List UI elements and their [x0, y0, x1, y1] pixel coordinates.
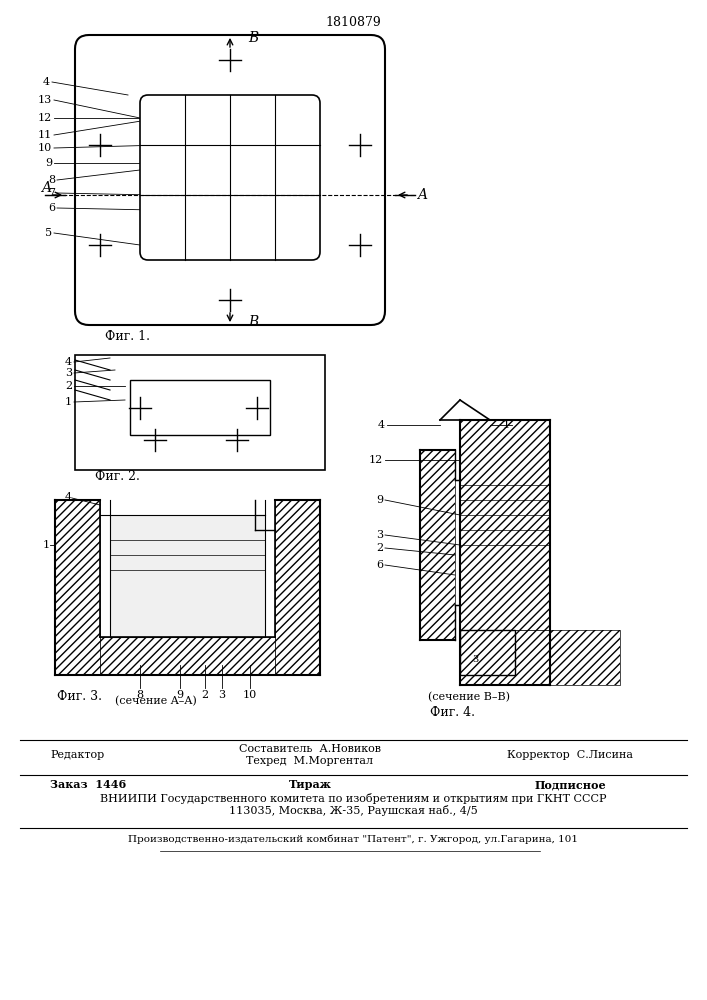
Text: 11: 11: [37, 130, 52, 140]
Text: 2: 2: [201, 690, 209, 700]
Text: 113035, Москва, Ж-35, Раушская наб., 4/5: 113035, Москва, Ж-35, Раушская наб., 4/5: [228, 805, 477, 816]
Bar: [110, 515, 265, 637]
Text: 1810879: 1810879: [325, 15, 381, 28]
Text: 9: 9: [376, 495, 383, 505]
Text: 7: 7: [48, 188, 55, 198]
Text: 2: 2: [376, 543, 383, 553]
FancyBboxPatch shape: [75, 35, 385, 325]
Text: 10: 10: [37, 143, 52, 153]
Text: Редактор: Редактор: [50, 750, 104, 760]
Text: 3: 3: [376, 530, 383, 540]
Text: (сечение A–A): (сечение A–A): [115, 696, 197, 706]
Text: 4: 4: [65, 492, 72, 502]
Text: 3: 3: [472, 655, 478, 664]
Bar: [420, 450, 455, 640]
Bar: [275, 500, 320, 675]
Text: 8: 8: [48, 175, 55, 185]
Text: 4: 4: [378, 420, 385, 430]
Text: Тираж: Тираж: [288, 779, 332, 790]
Bar: [130, 380, 270, 435]
Bar: [100, 637, 275, 675]
Text: Производственно-издательский комбинат "Патент", г. Ужгород, ул.Гагарина, 101: Производственно-издательский комбинат "П…: [128, 834, 578, 844]
Text: (сечение B–B): (сечение B–B): [428, 692, 510, 702]
Text: B: B: [248, 31, 258, 45]
Text: 12: 12: [37, 113, 52, 123]
Text: Фиг. 2.: Фиг. 2.: [95, 470, 140, 483]
Bar: [75, 355, 325, 470]
Text: Фиг. 3.: Фиг. 3.: [57, 690, 102, 703]
Text: 12: 12: [369, 455, 383, 465]
Text: 6: 6: [48, 203, 55, 213]
Text: Корректор  С.Лисина: Корректор С.Лисина: [507, 750, 633, 760]
Bar: [460, 630, 620, 685]
Text: 1: 1: [503, 420, 510, 430]
Text: Фиг. 4.: Фиг. 4.: [430, 706, 475, 719]
Text: 3: 3: [218, 690, 226, 700]
Text: 10: 10: [243, 690, 257, 700]
Text: 1: 1: [43, 540, 50, 550]
Text: 2: 2: [65, 381, 72, 391]
Text: 4: 4: [65, 357, 72, 367]
Text: Техред  М.Моргентал: Техред М.Моргентал: [247, 756, 373, 766]
Text: 6: 6: [376, 560, 383, 570]
Text: A: A: [41, 181, 51, 195]
Bar: [100, 637, 275, 675]
Text: B: B: [248, 315, 258, 329]
Text: Составитель  А.Новиков: Составитель А.Новиков: [239, 744, 381, 754]
Bar: [460, 420, 550, 630]
Bar: [460, 630, 515, 675]
Bar: [55, 500, 100, 675]
Bar: [420, 450, 455, 640]
Text: 9: 9: [45, 158, 52, 168]
Text: 1: 1: [65, 397, 72, 407]
Bar: [460, 630, 620, 685]
Bar: [460, 420, 550, 630]
Text: 3: 3: [65, 368, 72, 378]
FancyBboxPatch shape: [140, 95, 320, 260]
Text: Заказ  1446: Заказ 1446: [50, 779, 127, 790]
Text: A: A: [417, 188, 427, 202]
Text: 13: 13: [37, 95, 52, 105]
Bar: [55, 500, 100, 675]
Text: Фиг. 1.: Фиг. 1.: [105, 330, 150, 343]
Bar: [275, 500, 320, 675]
Text: Подписное: Подписное: [534, 779, 606, 790]
Text: ВНИИПИ Государственного комитета по изобретениям и открытиям при ГКНТ СССР: ВНИИПИ Государственного комитета по изоб…: [100, 793, 606, 804]
Text: 4: 4: [43, 77, 50, 87]
Text: 8: 8: [136, 690, 144, 700]
Text: 9: 9: [177, 690, 184, 700]
Text: 5: 5: [45, 228, 52, 238]
